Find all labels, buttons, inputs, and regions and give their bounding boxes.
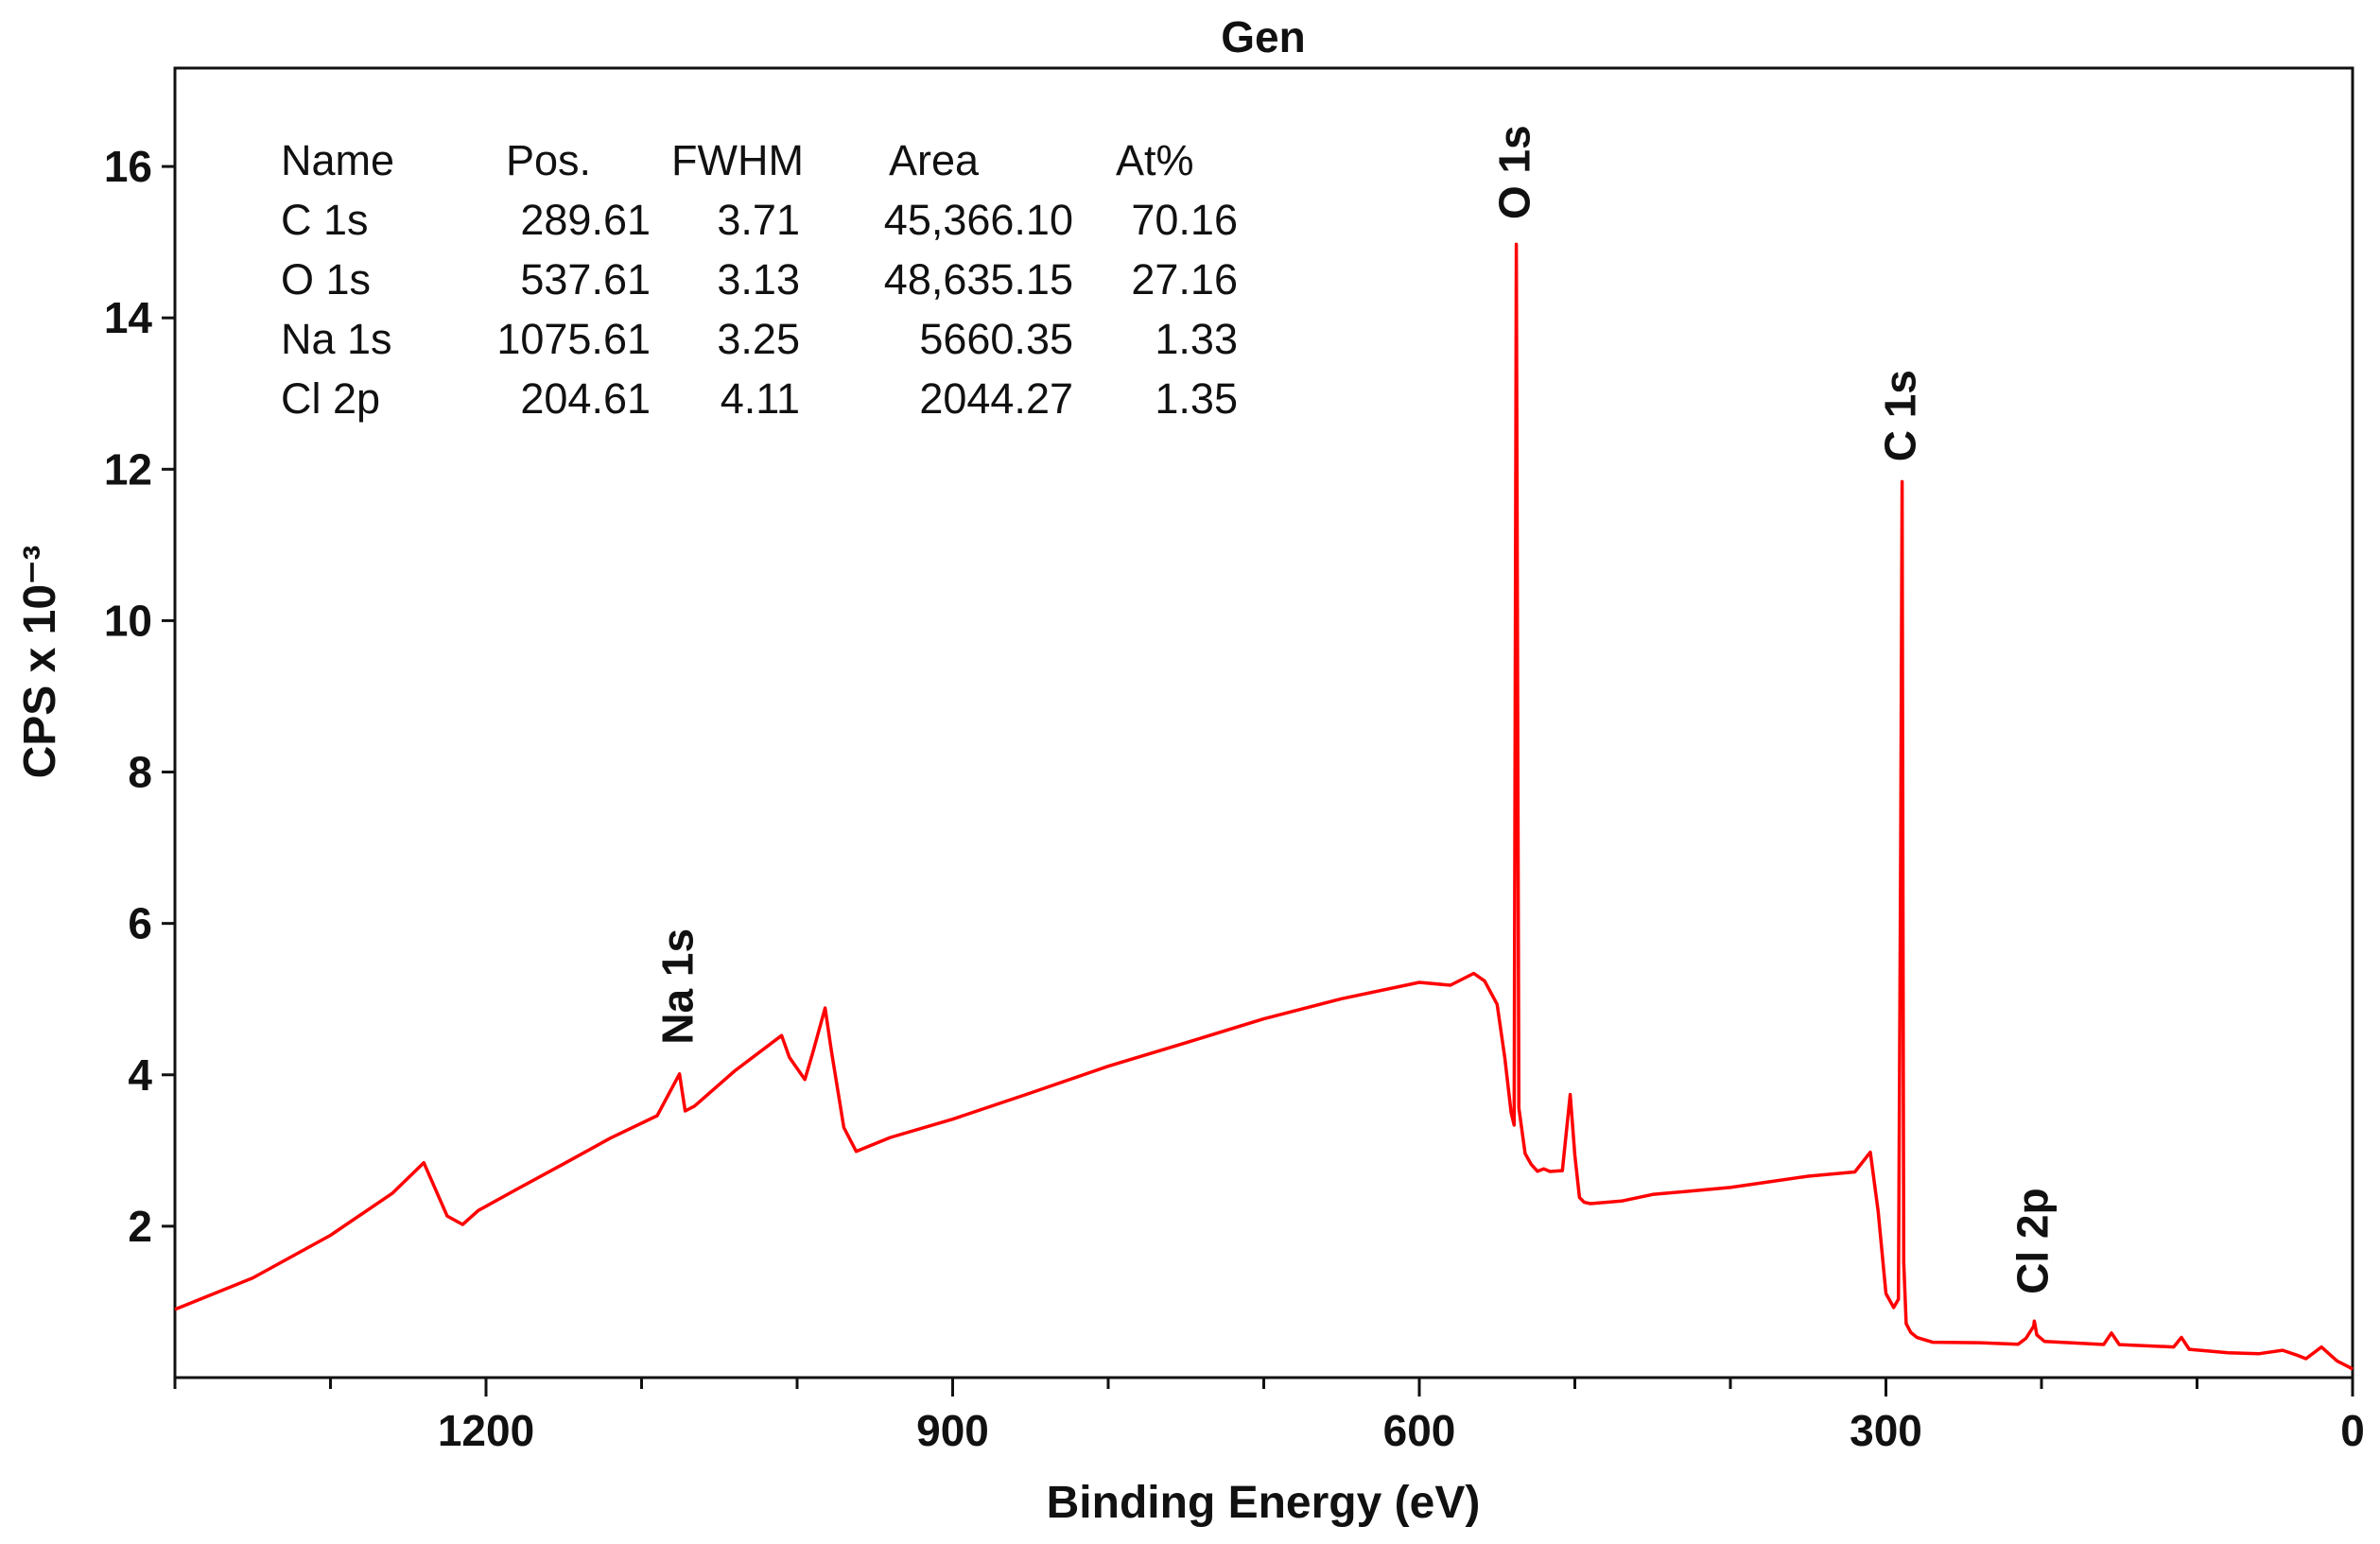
peak-label-1: C 1s (1876, 370, 1925, 461)
plot-frame (173, 66, 2354, 1379)
table-row-3-pos: 204.61 (520, 374, 651, 423)
y-tick-label-8: 8 (128, 748, 152, 797)
table-row-1-pos: 537.61 (520, 255, 651, 304)
y-axis: 2 4 6 8 10 12 14 16 (104, 142, 175, 1251)
y-axis-title: CPS x 10⁻³ (15, 546, 65, 779)
table-header-atpct: At% (1116, 136, 1194, 184)
y-tick-label-2: 2 (128, 1202, 152, 1251)
table-row-2-fwhm: 3.25 (717, 315, 800, 363)
series-group (174, 242, 2354, 1371)
y-tick-label-6: 6 (128, 899, 152, 948)
table-row-1-name: O 1s (281, 255, 371, 304)
table-row-2-atpct: 1.33 (1155, 315, 1238, 363)
x-tick-label-1200: 1200 (438, 1406, 534, 1455)
peak-label-2: Na 1s (653, 928, 703, 1045)
x-axis: 1200 900 600 300 0 (173, 1378, 2365, 1455)
table-row-1-fwhm: 3.13 (717, 255, 800, 304)
table-row-1-atpct: 27.16 (1131, 255, 1238, 304)
table-row-3-atpct: 1.35 (1155, 374, 1238, 423)
table-header-fwhm: FWHM (671, 136, 804, 184)
y-tick-label-16: 16 (104, 142, 152, 191)
peak-annotations: O 1s C 1s Na 1s Cl 2p (653, 125, 2058, 1294)
spectrum-line-0 (174, 242, 2354, 1371)
table-row-0-area: 45,366.10 (884, 196, 1073, 244)
table-row-0-name: C 1s (281, 196, 369, 244)
table-row-0-atpct: 70.16 (1131, 196, 1238, 244)
table-row-2-name: Na 1s (281, 315, 392, 363)
table-row-1-area: 48,635.15 (884, 255, 1073, 304)
peak-label-0: O 1s (1490, 125, 1539, 219)
table-header-area: Area (889, 136, 980, 184)
x-tick-label-900: 900 (916, 1406, 989, 1455)
y-tick-label-14: 14 (104, 293, 153, 342)
x-tick-label-0: 0 (2340, 1406, 2365, 1455)
y-tick-label-12: 12 (104, 444, 152, 494)
y-tick-label-4: 4 (128, 1050, 152, 1100)
y-tick-label-10: 10 (104, 596, 152, 645)
table-header-name: Name (281, 136, 394, 184)
x-tick-label-300: 300 (1850, 1406, 1922, 1455)
table-row-3-fwhm: 4.11 (721, 374, 800, 423)
table-row-3-name: Cl 2p (281, 374, 380, 423)
x-axis-title: Binding Energy (eV) (1047, 1478, 1481, 1528)
table-row-2-pos: 1075.61 (496, 315, 651, 363)
quantification-table: Name Pos. FWHM Area At% C 1s 289.61 3.71… (281, 136, 1238, 423)
peak-label-3: Cl 2p (2007, 1188, 2057, 1293)
table-row-0-fwhm: 3.71 (717, 196, 800, 244)
table-row-2-area: 5660.35 (919, 315, 1073, 363)
table-header-pos: Pos. (506, 136, 591, 184)
x-tick-label-600: 600 (1383, 1406, 1456, 1455)
table-row-0-pos: 289.61 (520, 196, 651, 244)
table-row-3-area: 2044.27 (919, 374, 1073, 423)
chart-title: Gen (1221, 12, 1305, 61)
